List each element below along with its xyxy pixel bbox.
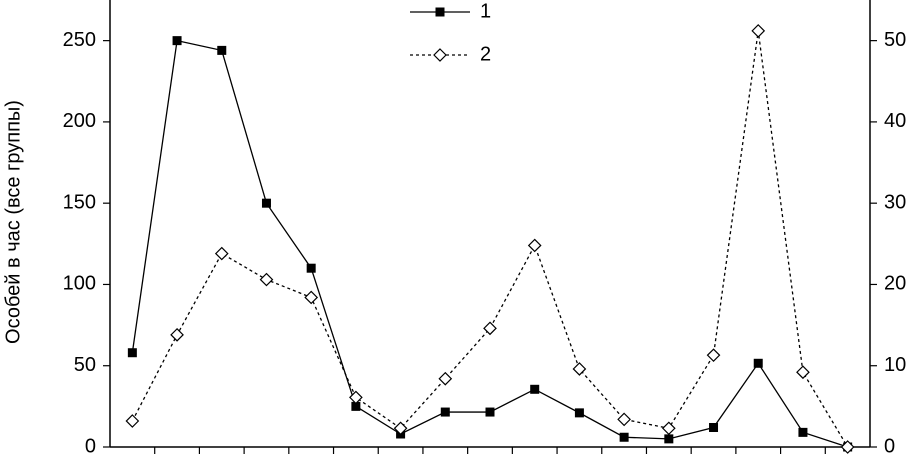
y2-tick-label: 20 <box>884 273 906 295</box>
marker <box>706 348 721 363</box>
y-tick-label: 0 <box>85 435 96 457</box>
y-axis-label: Особей в час (все группы) <box>2 100 24 344</box>
marker <box>170 327 184 342</box>
y2-tick-label: 30 <box>884 191 906 213</box>
marker <box>125 414 140 428</box>
y-tick-label: 100 <box>63 273 96 295</box>
marker <box>798 427 808 437</box>
marker <box>261 198 271 208</box>
marker <box>217 45 227 55</box>
marker <box>435 7 445 17</box>
marker <box>172 36 182 46</box>
marker <box>433 48 447 62</box>
marker <box>617 412 631 427</box>
marker <box>127 348 137 358</box>
y2-tick-label: 50 <box>884 29 906 51</box>
series-line <box>131 30 849 448</box>
marker <box>483 321 497 336</box>
marker <box>796 365 810 380</box>
marker <box>527 238 542 253</box>
marker <box>349 390 363 405</box>
marker <box>619 432 629 442</box>
marker <box>259 272 274 287</box>
marker <box>440 407 450 417</box>
marker <box>840 440 855 454</box>
y-tick-label: 250 <box>63 29 96 51</box>
marker <box>304 290 319 305</box>
marker <box>485 407 495 417</box>
y2-tick-label: 40 <box>884 110 906 132</box>
y-tick-label: 150 <box>63 191 96 213</box>
marker <box>709 422 719 432</box>
marker <box>438 371 453 386</box>
series-line <box>131 39 848 448</box>
marker <box>574 408 584 418</box>
y2-tick-label: 10 <box>884 354 906 376</box>
marker <box>753 358 763 368</box>
y-tick-label: 50 <box>74 354 96 376</box>
y2-tick-label: 0 <box>884 435 895 457</box>
marker <box>661 421 676 436</box>
marker <box>572 362 587 376</box>
marker <box>351 401 361 411</box>
marker <box>664 434 674 444</box>
legend-label: 2 <box>480 43 491 65</box>
legend-label: 1 <box>480 0 491 22</box>
marker <box>530 384 540 394</box>
marker <box>393 421 408 436</box>
marker <box>306 263 316 273</box>
marker <box>214 246 229 261</box>
marker <box>751 24 766 38</box>
y-tick-label: 200 <box>63 110 96 132</box>
